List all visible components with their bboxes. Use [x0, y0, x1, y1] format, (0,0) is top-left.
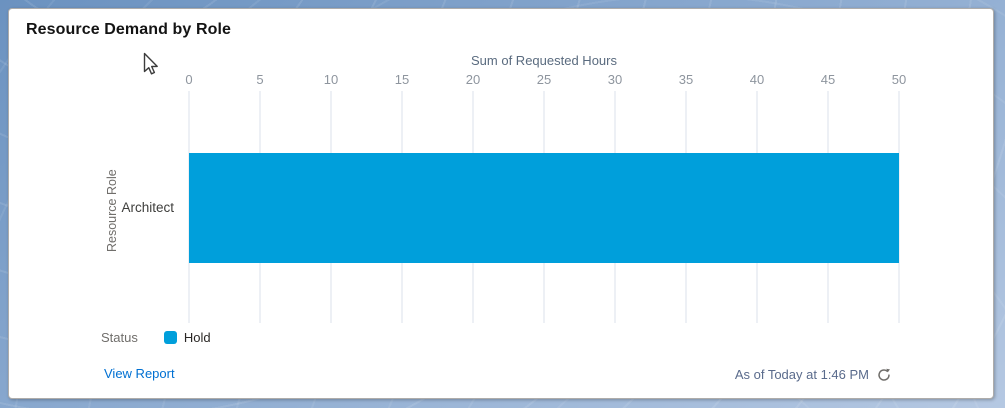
plot-area	[188, 91, 900, 323]
x-tick-label: 25	[536, 72, 552, 87]
chart-legend: Status Hold	[101, 329, 211, 345]
legend-title: Status	[101, 329, 138, 345]
x-tick-label: 50	[891, 72, 907, 87]
x-tick-label: 30	[607, 72, 623, 87]
x-tick-label: 20	[465, 72, 481, 87]
x-tick-label: 35	[678, 72, 694, 87]
x-axis-ticks: 0 5 10 15 20 25 30 35 40 45 50	[185, 71, 906, 89]
dashboard-widget-card: Resource Demand by Role Sum of Requested…	[8, 8, 994, 399]
x-tick-label: 0	[185, 72, 193, 87]
view-report-link[interactable]: View Report	[104, 366, 175, 381]
x-tick-label: 5	[256, 72, 264, 87]
category-label-architect: Architect	[121, 200, 174, 215]
bar-hold-architect[interactable]	[189, 153, 899, 263]
x-tick-label: 15	[394, 72, 410, 87]
legend-swatch-hold	[163, 330, 177, 344]
footer-right: As of Today at 1:46 PM	[735, 367, 891, 382]
x-tick-label: 40	[749, 72, 765, 87]
refresh-icon[interactable]	[877, 368, 891, 382]
widget-title: Resource Demand by Role	[26, 21, 232, 38]
refresh-icon-glyph	[878, 368, 890, 381]
x-tick-label: 45	[820, 72, 836, 87]
x-tick-label: 10	[323, 72, 339, 87]
legend-item-label-hold[interactable]: Hold	[183, 329, 211, 345]
x-axis-title: Sum of Requested Hours	[471, 53, 617, 68]
as-of-timestamp: As of Today at 1:46 PM	[734, 367, 869, 382]
gridline	[898, 91, 900, 323]
